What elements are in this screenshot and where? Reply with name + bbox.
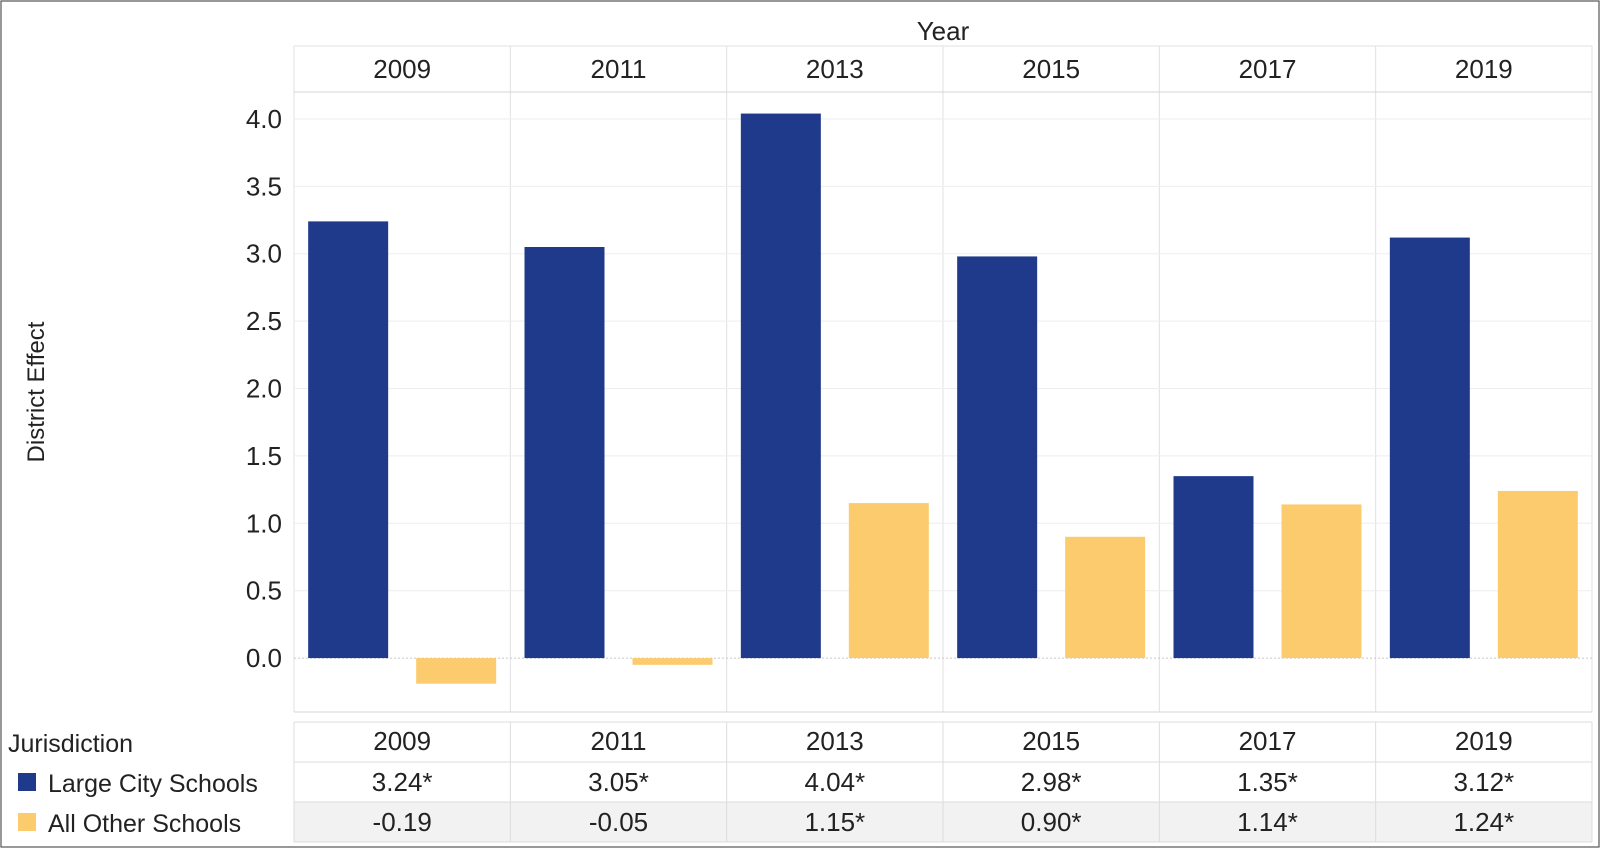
y-tick-label: 2.5 <box>246 306 282 336</box>
table-value-2017: 1.14* <box>1237 807 1298 837</box>
year-header: Year 2009 2011 2013 2015 2017 2019 <box>294 16 1592 93</box>
bar-all-other-2017 <box>1281 504 1362 659</box>
table-year-label: 2017 <box>1239 726 1297 756</box>
header-year-label: 2009 <box>373 54 431 84</box>
bar-all-other-2013 <box>848 503 929 659</box>
bar-all-other-2015 <box>1065 536 1146 659</box>
column-header-title: Year <box>917 16 970 46</box>
header-year-label: 2019 <box>1455 54 1513 84</box>
bar-large-city-2013 <box>740 113 821 659</box>
table-year-label: 2009 <box>373 726 431 756</box>
table-value-2017: 1.35* <box>1237 767 1298 797</box>
table-value-2013: 4.04* <box>804 767 865 797</box>
gridlines <box>293 46 1593 713</box>
legend-label: Large City Schools <box>48 770 258 798</box>
y-axis-label: District Effect <box>23 321 50 462</box>
y-tick-label: 0.5 <box>246 576 282 606</box>
bar-large-city-2019 <box>1389 237 1470 659</box>
bar-all-other-2011 <box>632 658 713 665</box>
y-tick-label: 4.0 <box>246 104 282 134</box>
table-value-2019: 1.24* <box>1453 807 1514 837</box>
y-tick-label: 1.5 <box>246 441 282 471</box>
bar-large-city-2011 <box>524 247 605 659</box>
y-axis: 0.0 0.5 1.0 1.5 2.0 2.5 3.0 3.5 4.0 District Effe… <box>23 104 282 673</box>
table-value-2011: -0.05 <box>589 807 648 837</box>
y-tick-label: 2.0 <box>246 374 282 404</box>
table-value-2009: -0.19 <box>373 807 432 837</box>
table-year-label: 2015 <box>1022 726 1080 756</box>
y-tick-label: 3.0 <box>246 239 282 269</box>
table-value-2009: 3.24* <box>372 767 433 797</box>
header-year-label: 2011 <box>591 54 647 84</box>
table-value-2015: 0.90* <box>1021 807 1082 837</box>
table-year-label: 2013 <box>806 726 864 756</box>
y-tick-label: 3.5 <box>246 171 282 201</box>
data-table: Jurisdiction 2009 2011 2013 2015 2017 2019 Larg… <box>8 721 1593 843</box>
legend-swatch <box>18 813 36 831</box>
bar-large-city-2017 <box>1173 476 1254 659</box>
header-year-label: 2013 <box>806 54 864 84</box>
bar-large-city-2015 <box>957 256 1038 659</box>
bars <box>308 113 1578 684</box>
bar-all-other-2019 <box>1497 490 1578 659</box>
bar-large-city-2009 <box>308 221 389 659</box>
bar-all-other-2009 <box>416 658 497 684</box>
legend-label: All Other Schools <box>48 810 241 838</box>
y-tick-label: 0.0 <box>246 643 282 673</box>
table-value-2011: 3.05* <box>588 767 649 797</box>
table-value-2013: 1.15* <box>804 807 865 837</box>
table-value-2019: 3.12* <box>1453 767 1514 797</box>
legend-swatch <box>18 773 36 791</box>
header-year-label: 2015 <box>1022 54 1080 84</box>
legend-title: Jurisdiction <box>8 730 133 758</box>
table-value-2015: 2.98* <box>1021 767 1082 797</box>
table-year-label: 2011 <box>591 726 647 756</box>
table-year-label: 2019 <box>1455 726 1513 756</box>
header-year-label: 2017 <box>1239 54 1297 84</box>
y-tick-label: 1.0 <box>246 508 282 538</box>
